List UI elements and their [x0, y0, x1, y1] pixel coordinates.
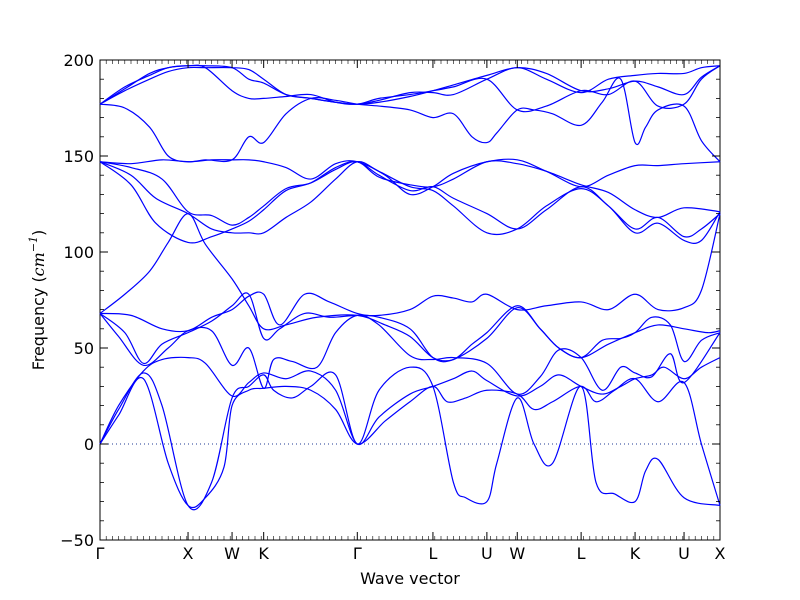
- x-tick-label: K: [630, 544, 641, 563]
- x-tick-label: W: [509, 544, 525, 563]
- band-line-2: [99, 366, 721, 511]
- y-tick-label: 50: [74, 339, 94, 358]
- y-tick-label: 150: [63, 147, 94, 166]
- x-tick-label: X: [715, 544, 726, 563]
- y-ticks-layer: −50 0 50 100 150 200: [60, 51, 720, 550]
- band-line-4: [99, 313, 721, 395]
- x-tick-label: X: [183, 544, 194, 563]
- bands-layer: [99, 64, 721, 511]
- y-axis-label-close: ): [29, 230, 48, 236]
- band-line-10: [99, 160, 721, 226]
- y-axis-label-unit: cm: [29, 252, 48, 276]
- x-tick-label: Γ: [96, 544, 105, 563]
- x-tick-label: L: [428, 544, 437, 563]
- band-line-9: [99, 161, 721, 244]
- y-tick-label: 200: [63, 51, 94, 70]
- y-axis-label-exp: −1: [27, 236, 40, 252]
- band-line-14: [99, 64, 721, 105]
- x-tick-label: U: [481, 544, 493, 563]
- y-axis-label-main: Frequency (: [29, 276, 48, 370]
- plot-frame: [99, 59, 721, 541]
- x-tick-label: L: [577, 544, 586, 563]
- band-line-15: [99, 65, 721, 105]
- band-line-6: [99, 213, 721, 333]
- y-tick-label: −50: [60, 531, 94, 550]
- band-line-12: [99, 77, 721, 163]
- y-axis-label: Frequency (cm−1): [27, 230, 48, 371]
- band-line-7: [99, 212, 721, 362]
- y-tick-label: 100: [63, 243, 94, 262]
- x-tick-label: K: [258, 544, 269, 563]
- x-tick-label: Γ: [353, 544, 362, 563]
- x-tick-label: U: [678, 544, 690, 563]
- y-tick-label: 0: [84, 435, 94, 454]
- band-line-8: [99, 160, 721, 244]
- band-line-3: [99, 356, 721, 446]
- x-tick-label: W: [224, 544, 240, 563]
- x-axis-label: Wave vector: [360, 569, 460, 588]
